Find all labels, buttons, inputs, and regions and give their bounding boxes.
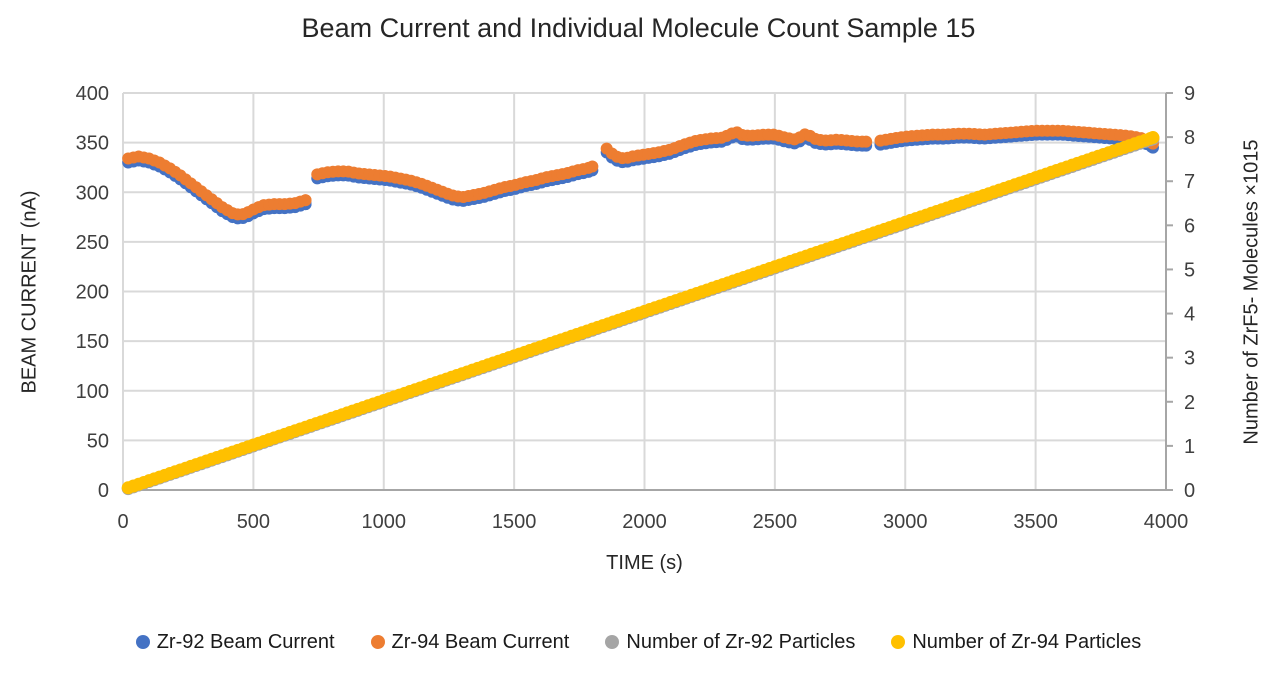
y-right-tick-label: 4 — [1184, 304, 1195, 326]
y-right-tick-label: 6 — [1184, 215, 1195, 237]
y-right-tick-label: 1 — [1184, 436, 1195, 458]
x-tick-label: 0 — [117, 511, 128, 533]
series-number-of-zr-94-particles — [121, 131, 1160, 495]
y-right-tick-label: 5 — [1184, 259, 1195, 281]
x-tick-label: 4000 — [1144, 511, 1189, 533]
legend-item-zr92-particles: Number of Zr-92 Particles — [605, 631, 855, 654]
y-right-tick-label: 7 — [1184, 171, 1195, 193]
legend: Zr-92 Beam Current Zr-94 Beam Current Nu… — [0, 624, 1277, 660]
y-right-tick-label: 3 — [1184, 348, 1195, 370]
legend-item-zr94-beam-current: Zr-94 Beam Current — [370, 630, 570, 654]
legend-marker-circle-icon — [605, 635, 620, 649]
y-left-tick-label: 300 — [76, 182, 109, 204]
gridlines — [122, 92, 1167, 491]
x-tick-label: 3000 — [883, 511, 928, 533]
y-right-tick-label: 8 — [1184, 127, 1195, 149]
legend-label: Zr-94 Beam Current — [391, 630, 570, 653]
legend-marker-circle-icon — [370, 635, 385, 649]
x-tick-label: 1000 — [362, 511, 407, 533]
y-right-tick-label: 9 — [1184, 83, 1195, 105]
y-left-tick-label: 200 — [76, 282, 109, 304]
x-tick-label: 1500 — [492, 511, 537, 533]
axes — [123, 92, 1173, 491]
x-tick-label: 2000 — [622, 511, 667, 533]
y-left-tick-label: 250 — [76, 232, 109, 254]
y-left-tick-label: 0 — [98, 480, 109, 502]
legend-item-zr94-particles: Number of Zr-94 Particles — [891, 631, 1141, 654]
x-tick-label: 2500 — [753, 511, 798, 533]
y-left-tick-label: 400 — [76, 83, 109, 105]
series-zr-94-beam-current — [122, 124, 1159, 221]
legend-marker-circle-icon — [891, 635, 906, 649]
legend-label: Zr-92 Beam Current — [156, 630, 335, 653]
y-right-tick-label: 0 — [1184, 480, 1195, 502]
legend-marker-circle-icon — [135, 635, 150, 649]
x-axis-title: TIME (s) — [606, 552, 683, 574]
y-left-tick-label: 100 — [76, 381, 109, 403]
legend-item-zr92-beam-current: Zr-92 Beam Current — [135, 630, 335, 654]
legend-label: Number of Zr-94 Particles — [912, 630, 1142, 653]
x-tick-labels: 0 500 1000 1500 2000 2500 3000 3500 4000 — [117, 511, 1188, 533]
x-tick-label: 3500 — [1013, 511, 1058, 533]
y-left-tick-label: 50 — [87, 430, 109, 452]
x-tick-label: 500 — [237, 511, 270, 533]
y-right-tick-labels: 0 1 2 3 4 5 6 7 8 9 — [1184, 83, 1195, 502]
legend-label: Number of Zr-92 Particles — [626, 630, 856, 653]
y-left-tick-label: 150 — [76, 331, 109, 353]
y-right-tick-label: 2 — [1184, 392, 1195, 414]
chart-title: Beam Current and Individual Molecule Cou… — [301, 13, 976, 43]
y-left-tick-labels: 0 50 100 150 200 250 300 350 400 — [76, 83, 109, 502]
y-left-tick-label: 350 — [76, 133, 109, 155]
